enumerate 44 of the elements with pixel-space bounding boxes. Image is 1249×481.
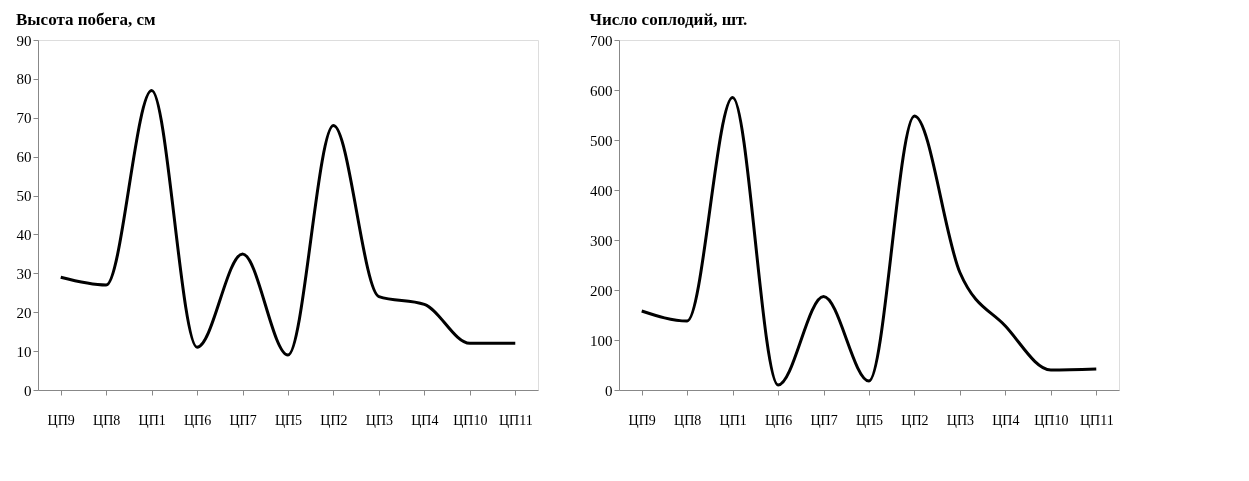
x-tick-label: ЦП7 — [229, 412, 257, 428]
x-tick-label: ЦП2 — [901, 412, 929, 428]
y-tick-label: 400 — [590, 182, 613, 199]
x-tick-label: ЦП1 — [719, 412, 747, 428]
y-tick-label: 0 — [605, 382, 613, 399]
y-tick-label: 30 — [16, 265, 32, 282]
x-tick-label: ЦП5 — [274, 412, 303, 428]
y-tick-label: 50 — [16, 188, 32, 205]
y-tick-label: 700 — [590, 32, 613, 49]
y-tick-label: 80 — [16, 71, 32, 88]
x-tick-label: ЦП8 — [93, 412, 121, 428]
x-tick-label: ЦП9 — [628, 412, 656, 428]
y-tick-label: 70 — [16, 110, 32, 127]
x-tick-label: ЦП4 — [411, 412, 439, 428]
x-tick-label: ЦП6 — [764, 412, 793, 428]
y-tick-label: 600 — [590, 82, 613, 99]
y-tick-label: 200 — [590, 282, 613, 299]
x-tick-label: ЦП7 — [810, 412, 838, 428]
x-tick-label: ЦП5 — [855, 412, 884, 428]
x-tick-label: ЦП10 — [1034, 412, 1069, 428]
x-tick-label: ЦП10 — [453, 412, 488, 428]
line-series — [59, 89, 517, 357]
y-tick-label: 100 — [590, 332, 613, 349]
x-tick-label: ЦП8 — [674, 412, 702, 428]
x-tick-label: ЦП2 — [320, 412, 348, 428]
x-tick-label: ЦП9 — [47, 412, 75, 428]
y-tick-label: 300 — [590, 232, 613, 249]
y-tick-label: 0 — [24, 382, 32, 399]
y-tick-label: 40 — [16, 226, 32, 243]
y-tick-label: 10 — [16, 343, 32, 360]
y-tick-label: 60 — [16, 149, 32, 166]
x-tick-label: ЦП3 — [946, 412, 975, 428]
y-tick-label: 90 — [16, 32, 32, 49]
x-tick-label: ЦП6 — [183, 412, 212, 428]
x-tick-label: ЦП1 — [138, 412, 166, 428]
x-tick-label: ЦП11 — [1079, 412, 1114, 428]
y-tick-label: 20 — [16, 304, 32, 321]
x-tick-label: ЦП4 — [992, 412, 1020, 428]
x-tick-label: ЦП11 — [498, 412, 533, 428]
chart-title: Число соплодий, шт. — [589, 10, 748, 29]
chart-title: Высота побега, см — [16, 10, 157, 29]
line-series — [640, 96, 1098, 387]
y-tick-label: 500 — [590, 132, 613, 149]
x-tick-label: ЦП3 — [365, 412, 394, 428]
